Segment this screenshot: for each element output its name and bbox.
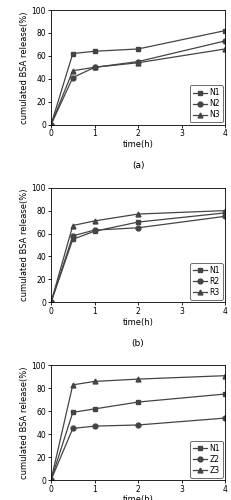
Z3 (223, 372, 225, 378)
N1 (223, 28, 225, 34)
R3 (136, 211, 139, 217)
N3 (93, 64, 96, 70)
Z3 (136, 376, 139, 382)
Line: N2: N2 (49, 38, 226, 127)
N1 (223, 391, 225, 397)
Text: (b): (b) (131, 339, 144, 348)
X-axis label: time(h): time(h) (122, 495, 153, 500)
Y-axis label: cumulated BSA release(%): cumulated BSA release(%) (20, 189, 29, 301)
Line: R3: R3 (49, 208, 226, 304)
N1 (93, 406, 96, 412)
N1 (71, 50, 74, 56)
Z3 (71, 382, 74, 388)
Legend: N1, Z2, Z3: N1, Z2, Z3 (189, 441, 222, 478)
R2 (223, 214, 225, 220)
Line: N1: N1 (49, 210, 226, 304)
N1 (71, 410, 74, 416)
Z2 (71, 426, 74, 432)
Z2 (49, 477, 52, 483)
Text: (a): (a) (131, 162, 144, 170)
R2 (93, 227, 96, 233)
R2 (49, 300, 52, 306)
Line: N1: N1 (49, 28, 226, 127)
Legend: N1, N2, N3: N1, N2, N3 (189, 86, 222, 122)
R2 (71, 233, 74, 239)
N3 (136, 60, 139, 66)
Line: N3: N3 (49, 46, 226, 127)
N1 (49, 477, 52, 483)
N1 (136, 46, 139, 52)
Z2 (136, 422, 139, 428)
N2 (49, 122, 52, 128)
N1 (49, 122, 52, 128)
Z2 (93, 423, 96, 429)
R3 (49, 300, 52, 306)
Y-axis label: cumulated BSA release(%): cumulated BSA release(%) (20, 366, 29, 479)
Z3 (49, 477, 52, 483)
Line: Z2: Z2 (49, 416, 226, 482)
Legend: N1, R2, R3: N1, R2, R3 (189, 263, 222, 300)
N1 (93, 228, 96, 234)
N2 (71, 74, 74, 80)
N1 (71, 236, 74, 242)
N1 (136, 219, 139, 225)
R2 (136, 225, 139, 231)
Line: N1: N1 (49, 392, 226, 482)
Y-axis label: cumulated BSA release(%): cumulated BSA release(%) (20, 11, 29, 124)
N2 (136, 58, 139, 64)
N2 (223, 38, 225, 44)
N1 (136, 399, 139, 405)
N1 (93, 48, 96, 54)
N3 (71, 68, 74, 74)
R3 (71, 222, 74, 228)
R3 (223, 208, 225, 214)
Line: R2: R2 (49, 214, 226, 304)
N2 (93, 64, 96, 70)
N1 (49, 300, 52, 306)
X-axis label: time(h): time(h) (122, 140, 153, 149)
Z3 (93, 378, 96, 384)
R3 (93, 218, 96, 224)
Z2 (223, 415, 225, 421)
N1 (223, 210, 225, 216)
X-axis label: time(h): time(h) (122, 318, 153, 326)
N3 (49, 122, 52, 128)
N3 (223, 46, 225, 52)
Line: Z3: Z3 (49, 374, 226, 482)
